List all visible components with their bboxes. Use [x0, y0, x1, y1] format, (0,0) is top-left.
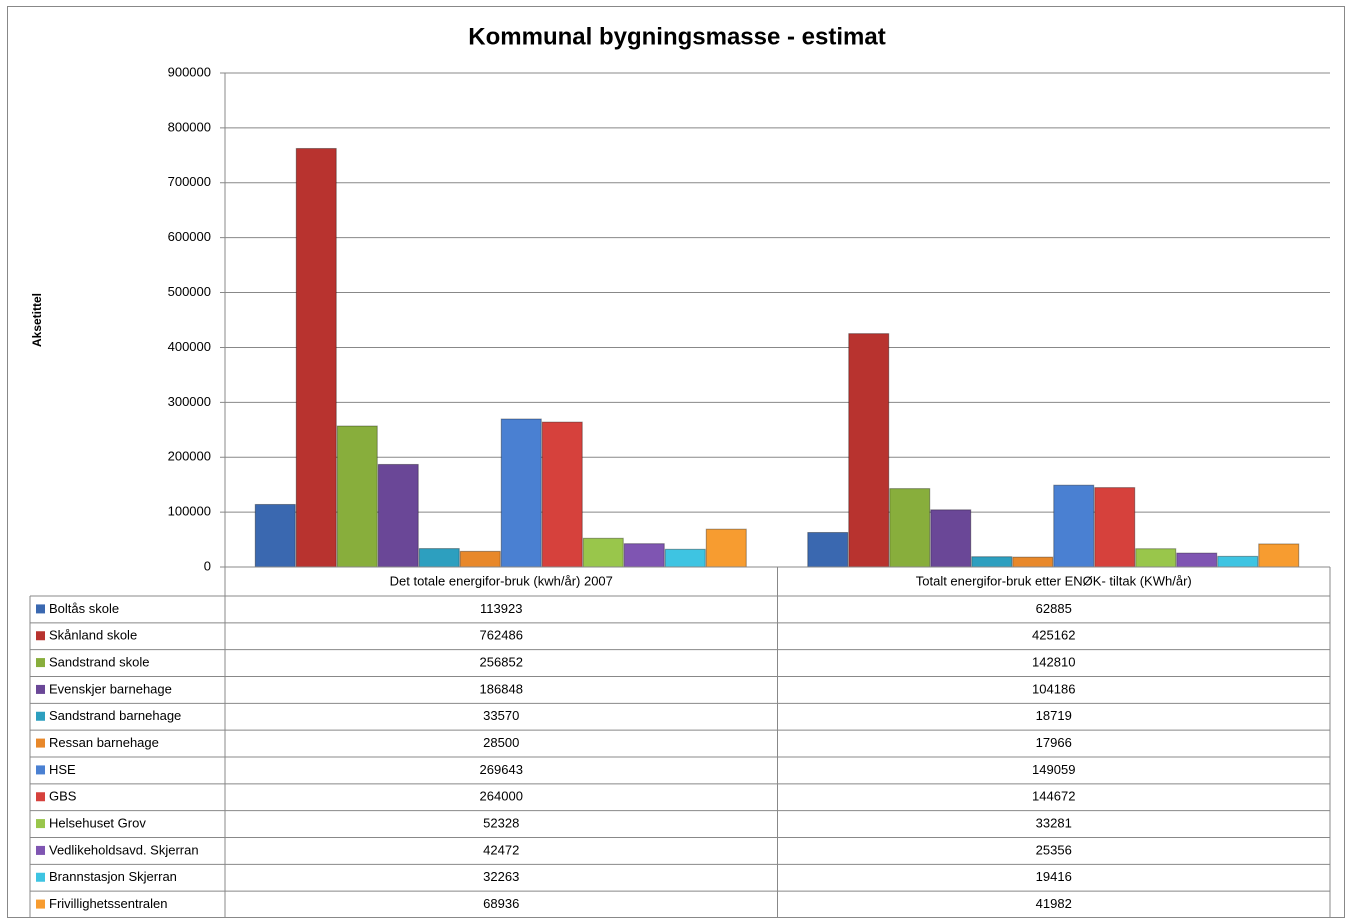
- table-value: 32263: [483, 869, 519, 884]
- x-tick-label: Totalt energifor-bruk etter ENØK- tiltak…: [916, 573, 1192, 588]
- bar: [377, 463, 419, 568]
- table-value: 269643: [480, 762, 523, 777]
- bar: [1176, 552, 1218, 568]
- table-value: 18719: [1036, 708, 1072, 723]
- y-tick-label: 300000: [168, 394, 211, 409]
- table-value: 144672: [1032, 789, 1075, 804]
- bar: [541, 421, 583, 568]
- legend-key: [36, 899, 45, 909]
- bar: [889, 488, 931, 568]
- table-value: 19416: [1036, 869, 1072, 884]
- table-value: 104186: [1032, 681, 1075, 696]
- x-tick-label: Det totale energifor-bruk (kwh/år) 2007: [390, 573, 613, 588]
- legend-label: Sandstrand skole: [49, 655, 149, 670]
- legend-key: [36, 845, 45, 855]
- y-tick-label: 400000: [168, 339, 211, 354]
- legend-label: Sandstrand barnehage: [49, 708, 181, 723]
- legend-key: [36, 819, 45, 829]
- legend-key: [36, 792, 45, 802]
- bar: [418, 548, 460, 568]
- bar: [1094, 487, 1136, 568]
- table-value: 425162: [1032, 628, 1075, 643]
- table-value: 17966: [1036, 735, 1072, 750]
- table-value: 113923: [480, 601, 522, 616]
- bar: [1053, 484, 1095, 568]
- legend-label: Vedlikeholdsavd. Skjerran: [49, 842, 199, 857]
- bar: [1217, 555, 1259, 568]
- table-value: 42472: [483, 842, 519, 857]
- y-tick-label: 700000: [168, 174, 211, 189]
- legend-key: [36, 765, 45, 775]
- legend-label: Helsehuset Grov: [49, 816, 146, 831]
- legend-label: Skånland skole: [49, 628, 137, 643]
- table-value: 264000: [480, 789, 523, 804]
- bar: [971, 556, 1013, 568]
- bar: [582, 537, 624, 568]
- table-value: 33570: [483, 708, 519, 723]
- legend-key: [36, 658, 45, 668]
- y-tick-label: 200000: [168, 449, 211, 464]
- legend-label: Boltås skole: [49, 601, 119, 616]
- bar: [459, 550, 501, 568]
- legend-key: [36, 604, 45, 614]
- legend-key: [36, 631, 45, 641]
- table-value: 186848: [480, 681, 523, 696]
- bar: [930, 509, 972, 568]
- bar: [254, 503, 296, 568]
- bar: [623, 543, 665, 568]
- y-tick-label: 900000: [168, 64, 211, 79]
- y-tick-label: 600000: [168, 229, 211, 244]
- bar: [500, 418, 542, 568]
- legend-label: Frivillighetssentralen: [49, 896, 168, 911]
- legend-label: HSE: [49, 762, 76, 777]
- table-value: 25356: [1036, 842, 1072, 857]
- table-value: 142810: [1032, 655, 1075, 670]
- y-tick-label: 500000: [168, 284, 211, 299]
- legend-label: Evenskjer barnehage: [49, 681, 172, 696]
- bar: [295, 147, 337, 568]
- table-value: 33281: [1036, 816, 1072, 831]
- legend-key: [36, 738, 45, 748]
- bar: [807, 531, 849, 568]
- legend-label: Ressan barnehage: [49, 735, 159, 750]
- table-value: 68936: [483, 896, 519, 911]
- table-value: 41982: [1036, 896, 1072, 911]
- legend-key: [36, 872, 45, 882]
- table-value: 149059: [1032, 762, 1075, 777]
- table-value: 256852: [480, 655, 523, 670]
- table-value: 28500: [483, 735, 519, 750]
- legend-label: Brannstasjon Skjerran: [49, 869, 177, 884]
- y-tick-label: 800000: [168, 119, 211, 134]
- bar: [705, 528, 747, 568]
- legend-label: GBS: [49, 789, 77, 804]
- table-value: 52328: [483, 816, 519, 831]
- chart-border: [7, 6, 1345, 918]
- table-value: 762486: [480, 628, 523, 643]
- bar: [848, 333, 890, 568]
- chart-title: Kommunal bygningsmasse - estimat: [468, 23, 885, 50]
- bar: [336, 425, 378, 568]
- table-value: 62885: [1036, 601, 1072, 616]
- legend-key: [36, 684, 45, 694]
- bar: [664, 548, 706, 568]
- legend-key: [36, 711, 45, 721]
- bar: [1258, 543, 1300, 568]
- bar: [1135, 548, 1177, 568]
- y-tick-label: 0: [204, 558, 211, 573]
- bar: [1012, 556, 1054, 568]
- y-axis-title: Aksetittel: [30, 293, 44, 347]
- y-tick-label: 100000: [168, 504, 211, 519]
